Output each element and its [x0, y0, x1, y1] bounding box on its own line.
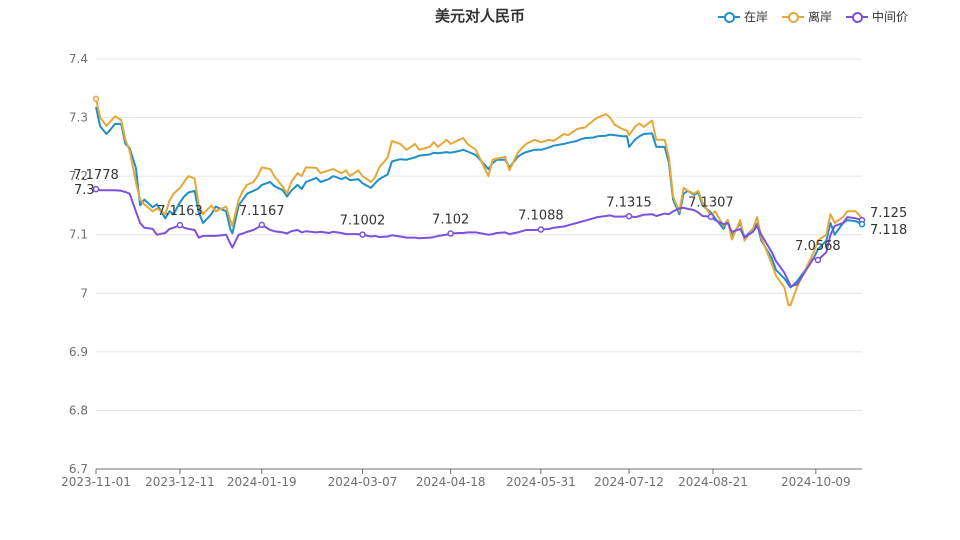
y-tick-label: 7.4: [69, 52, 88, 66]
y-tick-label: 6.8: [69, 403, 88, 417]
data-point-marker[interactable]: [447, 230, 454, 237]
data-point-marker[interactable]: [814, 256, 822, 264]
y-tick-label: 6.9: [69, 345, 88, 359]
legend-label: 在岸: [743, 10, 768, 24]
series-lines: [95, 98, 863, 306]
data-point-marker[interactable]: [258, 221, 266, 229]
legend-item[interactable]: 中间价: [845, 8, 908, 25]
data-label: 7.118: [870, 223, 907, 238]
series-markers: [92, 95, 866, 264]
x-tick-label: 2024-05-31: [506, 475, 576, 489]
data-point-marker[interactable]: [537, 226, 545, 233]
legend-line-marker-icon: [781, 11, 804, 23]
series-line-离岸: [95, 98, 863, 306]
legend-item[interactable]: 在岸: [717, 8, 768, 25]
data-label: 7.125: [870, 206, 907, 221]
data-point-marker[interactable]: [92, 95, 100, 103]
chart-title: 美元对人民币: [434, 7, 525, 25]
data-label: 7.1167: [239, 204, 285, 219]
x-tick-label: 2024-10-09: [781, 475, 851, 489]
y-tick-label: 6.7: [69, 462, 88, 476]
x-tick-label: 2023-12-11: [145, 475, 215, 489]
y-tick-label: 7: [80, 286, 88, 300]
data-point-marker[interactable]: [707, 213, 715, 220]
x-tick-label: 2024-01-19: [227, 475, 297, 489]
y-tick-label: 7.3: [69, 111, 88, 125]
legend: 在岸 离岸 中间价: [717, 8, 908, 25]
x-tick-label: 2024-07-12: [594, 475, 664, 489]
legend-label: 离岸: [807, 10, 832, 24]
data-label: 7.1002: [340, 214, 386, 229]
series-line-在岸: [95, 106, 863, 289]
data-label: 7.1307: [688, 196, 734, 211]
x-tick-label: 2023-11-01: [61, 475, 131, 489]
legend-line-marker-icon: [845, 11, 868, 23]
legend-label: 中间价: [871, 10, 908, 24]
x-tick-label: 2024-08-21: [678, 475, 748, 489]
data-point-marker[interactable]: [92, 185, 100, 193]
legend-item[interactable]: 离岸: [781, 8, 832, 25]
data-label: 7.102: [432, 213, 469, 228]
data-label: 7.1315: [606, 195, 652, 210]
y-tick-label: 7.2: [69, 169, 88, 183]
data-label: 7.3: [74, 183, 95, 198]
data-point-marker[interactable]: [176, 221, 184, 229]
data-label: 7.1163: [157, 204, 203, 219]
data-label: 7.1778: [73, 168, 119, 183]
y-tick-label: 7.1: [69, 228, 88, 242]
data-labels: 7.1778 7.1163 7.1167 7.1002 7.102 7.1088 7.131…: [73, 168, 907, 254]
data-point-marker[interactable]: [359, 231, 366, 238]
data-point-marker[interactable]: [858, 220, 866, 228]
x-tick-label: 2024-03-07: [328, 475, 398, 489]
data-label: 7.0568: [795, 239, 841, 254]
series-line-中间价: [95, 188, 863, 288]
legend-line-marker-icon: [717, 11, 740, 23]
data-label: 7.1088: [518, 209, 564, 224]
data-point-marker[interactable]: [625, 213, 633, 220]
x-tick-label: 2024-04-18: [416, 475, 486, 489]
